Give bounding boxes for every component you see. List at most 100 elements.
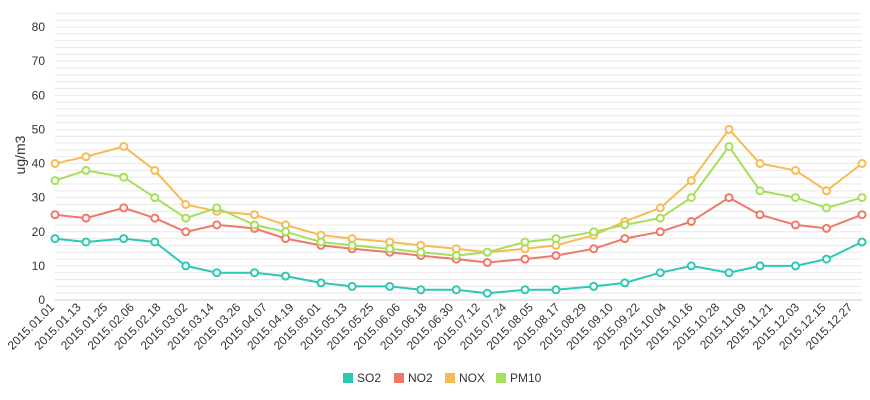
- data-point[interactable]: [212, 220, 222, 230]
- data-point[interactable]: [724, 124, 734, 134]
- data-point[interactable]: [482, 288, 492, 298]
- data-point[interactable]: [655, 227, 665, 237]
- data-point[interactable]: [250, 220, 259, 230]
- data-point[interactable]: [686, 217, 696, 226]
- data-point[interactable]: [791, 165, 800, 175]
- data-point[interactable]: [281, 227, 291, 237]
- data-point[interactable]: [755, 210, 765, 220]
- data-point[interactable]: [620, 220, 630, 230]
- data-point[interactable]: [791, 261, 800, 271]
- data-point[interactable]: [589, 227, 599, 237]
- data-point[interactable]: [119, 172, 129, 182]
- data-point[interactable]: [655, 203, 665, 213]
- data-point[interactable]: [482, 247, 492, 257]
- data-point[interactable]: [212, 268, 222, 278]
- data-point[interactable]: [686, 176, 696, 186]
- data-point[interactable]: [857, 193, 867, 203]
- data-point[interactable]: [181, 200, 191, 209]
- data-point[interactable]: [212, 203, 222, 213]
- data-point[interactable]: [50, 176, 60, 186]
- data-point[interactable]: [347, 281, 357, 291]
- series-line: [54, 144, 863, 257]
- data-point[interactable]: [791, 193, 800, 203]
- data-point[interactable]: [822, 203, 831, 213]
- y-tick-label: 40: [32, 157, 46, 171]
- data-point[interactable]: [822, 254, 831, 264]
- data-point[interactable]: [451, 285, 461, 295]
- data-point[interactable]: [822, 186, 831, 196]
- y-tick-label: 10: [32, 259, 46, 273]
- data-point[interactable]: [724, 142, 734, 151]
- data-point[interactable]: [791, 220, 800, 230]
- data-point[interactable]: [686, 261, 696, 271]
- data-point[interactable]: [181, 261, 191, 271]
- y-axis-title: ug/m3: [12, 135, 28, 174]
- data-point[interactable]: [181, 227, 191, 237]
- legend[interactable]: SO2 NO2 NOX PM10: [343, 371, 542, 385]
- data-point[interactable]: [119, 234, 129, 244]
- data-point[interactable]: [551, 234, 561, 244]
- data-point[interactable]: [620, 234, 630, 244]
- data-point[interactable]: [655, 213, 665, 223]
- data-point[interactable]: [520, 254, 530, 264]
- data-point[interactable]: [81, 213, 91, 223]
- data-point[interactable]: [724, 268, 734, 278]
- data-point[interactable]: [81, 237, 91, 247]
- data-point[interactable]: [520, 237, 530, 247]
- data-point[interactable]: [686, 193, 696, 203]
- data-point[interactable]: [50, 159, 60, 168]
- data-point[interactable]: [150, 237, 160, 247]
- data-point[interactable]: [755, 159, 765, 168]
- data-point[interactable]: [250, 268, 259, 278]
- data-point[interactable]: [724, 193, 734, 203]
- legend-label: NOX: [459, 371, 485, 385]
- data-point[interactable]: [857, 210, 867, 220]
- legend-item-so2[interactable]: SO2: [343, 371, 381, 385]
- data-point[interactable]: [347, 240, 357, 250]
- data-point[interactable]: [655, 268, 665, 278]
- data-point[interactable]: [482, 258, 492, 267]
- data-point[interactable]: [857, 237, 867, 247]
- data-point[interactable]: [451, 251, 461, 261]
- data-point[interactable]: [81, 152, 91, 162]
- data-point[interactable]: [150, 165, 160, 175]
- data-point[interactable]: [281, 271, 291, 281]
- data-point[interactable]: [50, 234, 60, 244]
- data-point[interactable]: [755, 261, 765, 271]
- legend-item-nox[interactable]: NOX: [445, 371, 485, 385]
- data-point[interactable]: [250, 210, 259, 220]
- data-point[interactable]: [620, 278, 630, 288]
- data-point[interactable]: [520, 285, 530, 295]
- data-point[interactable]: [589, 281, 599, 291]
- data-point[interactable]: [416, 285, 426, 295]
- legend-item-no2[interactable]: NO2: [394, 371, 433, 385]
- series-nox: [50, 124, 867, 257]
- data-point[interactable]: [755, 186, 765, 196]
- data-point[interactable]: [416, 247, 426, 257]
- data-point[interactable]: [150, 193, 160, 203]
- data-point[interactable]: [316, 278, 326, 288]
- data-point[interactable]: [589, 244, 599, 254]
- data-point[interactable]: [119, 142, 129, 151]
- data-point[interactable]: [857, 159, 867, 168]
- data-point[interactable]: [822, 223, 831, 233]
- data-point[interactable]: [551, 251, 561, 261]
- data-point[interactable]: [181, 213, 191, 223]
- data-point[interactable]: [316, 237, 326, 247]
- data-point[interactable]: [81, 165, 91, 175]
- y-tick-label: 30: [32, 191, 46, 205]
- data-point[interactable]: [150, 213, 160, 223]
- y-tick-label: 50: [32, 122, 46, 136]
- y-tick-label: 60: [32, 88, 46, 102]
- legend-swatch: [445, 373, 455, 383]
- legend-item-pm10[interactable]: PM10: [496, 371, 542, 385]
- x-axis: 2015.01.012015.01.132015.01.252015.02.06…: [5, 299, 862, 353]
- data-point[interactable]: [119, 203, 129, 213]
- data-point[interactable]: [50, 210, 60, 220]
- data-point[interactable]: [385, 281, 395, 291]
- data-point[interactable]: [385, 244, 395, 254]
- series-layer: [50, 124, 867, 298]
- data-point[interactable]: [551, 285, 561, 295]
